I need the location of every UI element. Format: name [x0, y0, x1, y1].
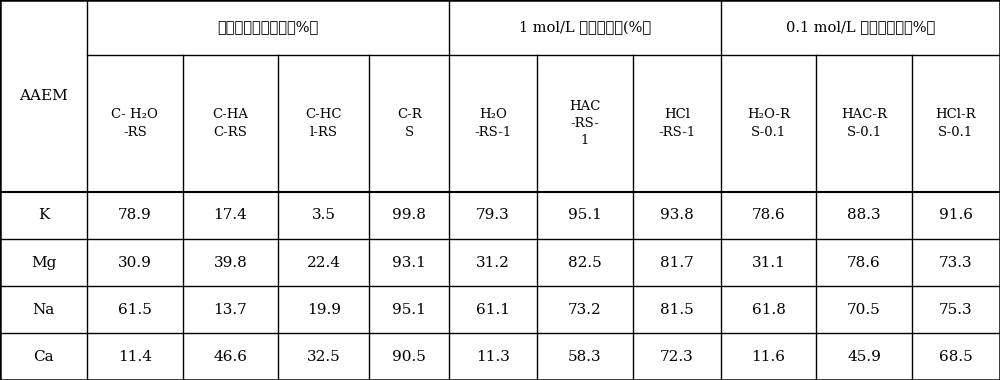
Text: HAC
-RS-
1: HAC -RS- 1: [569, 100, 601, 147]
Text: 68.5: 68.5: [939, 350, 973, 364]
Text: Ca: Ca: [33, 350, 54, 364]
Text: 70.5: 70.5: [847, 303, 881, 317]
Text: 46.6: 46.6: [213, 350, 247, 364]
Text: 58.3: 58.3: [568, 350, 602, 364]
Text: 45.9: 45.9: [847, 350, 881, 364]
Text: 78.9: 78.9: [118, 209, 152, 222]
Text: 93.8: 93.8: [660, 209, 694, 222]
Text: Na: Na: [32, 303, 55, 317]
Text: 78.6: 78.6: [847, 256, 881, 269]
Text: 99.8: 99.8: [392, 209, 426, 222]
Text: 61.8: 61.8: [752, 303, 786, 317]
Text: 73.2: 73.2: [568, 303, 602, 317]
Text: 95.1: 95.1: [392, 303, 426, 317]
Text: 61.1: 61.1: [476, 303, 510, 317]
Text: 11.4: 11.4: [118, 350, 152, 364]
Text: 81.5: 81.5: [660, 303, 694, 317]
Text: 78.6: 78.6: [752, 209, 785, 222]
Text: 91.6: 91.6: [939, 209, 973, 222]
Text: C-HA
C-RS: C-HA C-RS: [212, 109, 248, 138]
Text: 93.1: 93.1: [392, 256, 426, 269]
Text: HAC-R
S-0.1: HAC-R S-0.1: [841, 109, 887, 138]
Text: 11.3: 11.3: [476, 350, 510, 364]
Text: HCl
-RS-1: HCl -RS-1: [658, 109, 695, 138]
Text: 32.5: 32.5: [307, 350, 341, 364]
Text: 11.6: 11.6: [752, 350, 786, 364]
Text: 31.2: 31.2: [476, 256, 510, 269]
Text: 72.3: 72.3: [660, 350, 694, 364]
Text: AAEM: AAEM: [19, 89, 68, 103]
Text: 31.1: 31.1: [752, 256, 786, 269]
Text: 22.4: 22.4: [307, 256, 341, 269]
Text: 17.4: 17.4: [213, 209, 247, 222]
Text: 90.5: 90.5: [392, 350, 426, 364]
Text: 75.3: 75.3: [939, 303, 973, 317]
Text: 梯级预处理去除率（%）: 梯级预处理去除率（%）: [217, 21, 319, 35]
Text: 61.5: 61.5: [118, 303, 152, 317]
Text: 30.9: 30.9: [118, 256, 152, 269]
Text: HCl-R
S-0.1: HCl-R S-0.1: [936, 109, 976, 138]
Text: 1 mol/L 浓度去除率(%）: 1 mol/L 浓度去除率(%）: [519, 21, 651, 35]
Text: 81.7: 81.7: [660, 256, 694, 269]
Text: Mg: Mg: [31, 256, 56, 269]
Text: C-R
S: C-R S: [397, 109, 422, 138]
Text: 73.3: 73.3: [939, 256, 973, 269]
Text: 3.5: 3.5: [312, 209, 336, 222]
Text: 0.1 mol/L 浓度去除率（%）: 0.1 mol/L 浓度去除率（%）: [786, 21, 935, 35]
Text: 39.8: 39.8: [213, 256, 247, 269]
Text: C-HC
l-RS: C-HC l-RS: [306, 109, 342, 138]
Text: 82.5: 82.5: [568, 256, 602, 269]
Text: 19.9: 19.9: [307, 303, 341, 317]
Text: K: K: [38, 209, 49, 222]
Text: H₂O-R
S-0.1: H₂O-R S-0.1: [747, 109, 790, 138]
Text: H₂O
-RS-1: H₂O -RS-1: [474, 109, 512, 138]
Text: 88.3: 88.3: [847, 209, 881, 222]
Text: 13.7: 13.7: [213, 303, 247, 317]
Text: 79.3: 79.3: [476, 209, 510, 222]
Text: 95.1: 95.1: [568, 209, 602, 222]
Text: C- H₂O
-RS: C- H₂O -RS: [111, 109, 158, 138]
